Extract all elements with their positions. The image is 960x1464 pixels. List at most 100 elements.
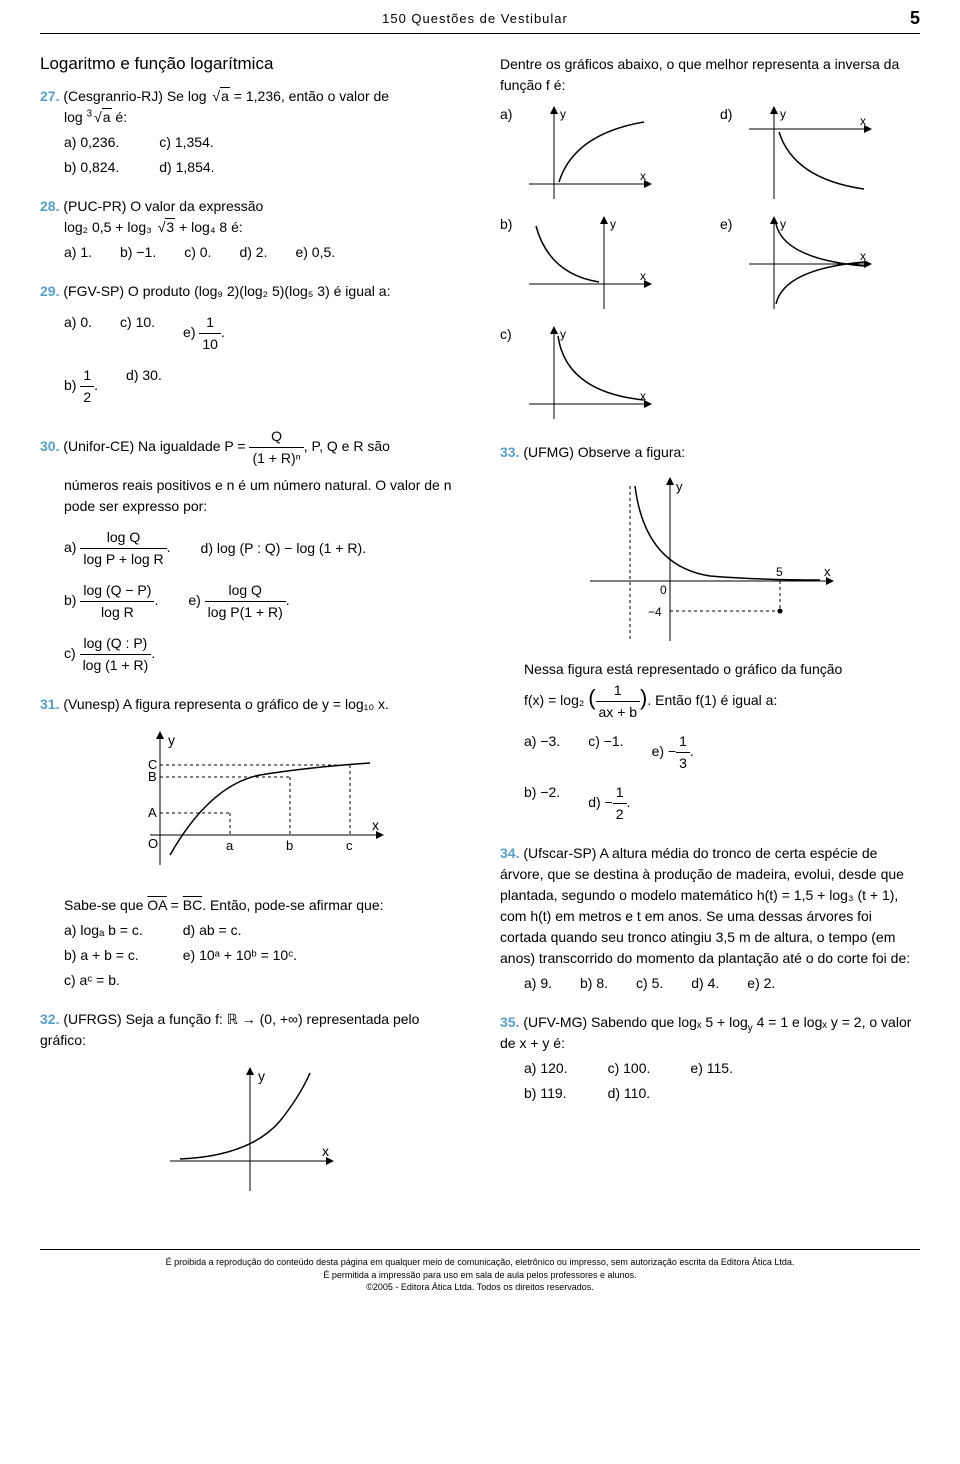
footer-l2: É permitida a impressão para uso em sala… — [40, 1269, 920, 1282]
svg-text:x: x — [640, 269, 646, 283]
question-28: 28. (PUC-PR) O valor da expressão log₂ 0… — [40, 196, 460, 263]
q30-d: d) log (P : Q) − log (1 + R). — [201, 538, 366, 559]
left-column: Logaritmo e função logarítmica 27. (Cesg… — [40, 54, 460, 1219]
header-title: 150 Questões de Vestibular — [40, 11, 910, 26]
q34-number: 34. — [500, 845, 519, 861]
svg-text:b: b — [286, 838, 293, 853]
q28-e: e) 0,5. — [295, 242, 335, 263]
svg-text:x: x — [372, 817, 379, 833]
q28-c: c) 0. — [184, 242, 211, 263]
mini-graph-grid: a) yx d) yx — [500, 104, 920, 424]
svg-text:x: x — [640, 389, 646, 403]
q27-text-a: (Cesgranrio-RJ) Se log — [63, 88, 210, 104]
mini-graph-d: d) yx — [720, 104, 920, 204]
svg-text:O: O — [148, 836, 158, 851]
q33-b3: . Então f(1) é igual a: — [647, 692, 777, 708]
question-34: 34. (Ufscar-SP) A altura média do tronco… — [500, 843, 920, 994]
q31-b: b) a + b = c. — [64, 945, 143, 966]
svg-text:y: y — [780, 217, 786, 231]
q27-number: 27. — [40, 88, 59, 104]
q31-d: d) ab = c. — [183, 920, 297, 941]
q30-c: c) log (Q : P)log (1 + R). — [64, 645, 155, 661]
content-columns: Logaritmo e função logarítmica 27. (Cesg… — [40, 54, 920, 1219]
q32-number: 32. — [40, 1011, 59, 1027]
svg-text:y: y — [168, 732, 175, 748]
question-30: 30. (Unifor-CE) Na igualdade P = Q(1 + R… — [40, 426, 460, 676]
q34-e: e) 2. — [747, 973, 775, 994]
question-29: 29. (FGV-SP) O produto (log₉ 2)(log₂ 5)(… — [40, 281, 460, 408]
q29-b: b) 12. — [64, 365, 98, 408]
q35-t1: (UFV-MG) Sabendo que logₓ 5 + log — [523, 1014, 747, 1030]
q34-c: c) 5. — [636, 973, 663, 994]
q34-b: b) 8. — [580, 973, 608, 994]
q27-text-b: = 1,236, então o valor de — [230, 88, 389, 104]
right-column: Dentre os gráficos abaixo, o que melhor … — [500, 54, 920, 1219]
q32-text: (UFRGS) Seja a função f: ℝ → (0, +∞) rep… — [40, 1011, 419, 1048]
q29-c: c) 10. — [120, 312, 155, 355]
q33-b2: f(x) = log₂ — [524, 692, 584, 708]
q33-text: (UFMG) Observe a figura: — [523, 444, 685, 460]
question-35: 35. (UFV-MG) Sabendo que logₓ 5 + logy 4… — [500, 1012, 920, 1104]
svg-text:x: x — [640, 169, 646, 183]
q33-d: d) −12. — [588, 782, 630, 825]
footer-l1: É proibida a reprodução do conteúdo dest… — [40, 1256, 920, 1269]
page-header: 150 Questões de Vestibular 5 — [40, 0, 920, 34]
q30-e: e) log Qlog P(1 + R). — [188, 580, 289, 623]
q33-e: e) −13. — [652, 731, 694, 774]
q35-b: b) 119. — [524, 1083, 568, 1104]
mini-graph-e: e) yx — [720, 214, 920, 314]
svg-text:c: c — [346, 838, 353, 853]
q28-text-a: (PUC-PR) O valor da expressão — [63, 198, 263, 214]
q30-number: 30. — [40, 438, 59, 454]
q33-graph: y x 0 5 −4 — [580, 471, 840, 651]
q34-text: (Ufscar-SP) A altura média do tronco de … — [500, 845, 910, 966]
q30-t1: (Unifor-CE) Na igualdade P = — [63, 438, 249, 454]
right-intro-text: Dentre os gráficos abaixo, o que melhor … — [500, 56, 899, 93]
mini-graph-c: c) yx — [500, 324, 700, 424]
page-number: 5 — [910, 8, 920, 29]
svg-text:A: A — [148, 805, 157, 820]
q35-d: d) 110. — [608, 1083, 651, 1104]
svg-text:x: x — [860, 249, 866, 263]
q28-text-c: + log₄ 8 é: — [175, 219, 243, 235]
q31-e: e) 10ᵃ + 10ᵇ = 10ᶜ. — [183, 945, 297, 966]
svg-text:x: x — [860, 114, 866, 128]
q29-e: e) 110. — [183, 312, 225, 355]
footer-l3: ©2005 - Editora Ática Ltda. Todos os dir… — [40, 1281, 920, 1294]
q27-a: a) 0,236. — [64, 132, 119, 153]
svg-text:y: y — [610, 217, 616, 231]
q27-text-c: log — [64, 109, 87, 125]
q29-text: (FGV-SP) O produto (log₉ 2)(log₂ 5)(log₅… — [63, 283, 390, 299]
q33-c: c) −1. — [588, 731, 623, 774]
question-27: 27. (Cesgranrio-RJ) Se log a = 1,236, en… — [40, 86, 460, 178]
section-title: Logaritmo e função logarítmica — [40, 54, 460, 74]
svg-text:y: y — [780, 107, 786, 121]
q27-c: c) 1,354. — [159, 132, 214, 153]
q28-b: b) −1. — [120, 242, 156, 263]
q31-text: (Vunesp) A figura representa o gráfico d… — [63, 696, 389, 712]
svg-text:−4: −4 — [648, 605, 662, 619]
q28-text-b: log₂ 0,5 + log₃ — [64, 219, 156, 235]
q30-b: b) log (Q − P)log R. — [64, 580, 158, 623]
q30-a: a) log Qlog P + log R. — [64, 527, 171, 570]
q31-a: a) logₐ b = c. — [64, 920, 143, 941]
mini-graph-b: b) yx — [500, 214, 700, 314]
svg-text:y: y — [560, 107, 566, 121]
page-footer: É proibida a reprodução do conteúdo dest… — [40, 1249, 920, 1294]
question-32: 32. (UFRGS) Seja a função f: ℝ → (0, +∞)… — [40, 1009, 460, 1201]
q31-graph: y x O A B C a b c — [110, 725, 390, 885]
q32-graph: y x — [160, 1061, 340, 1201]
svg-text:y: y — [676, 479, 683, 494]
mini-graph-a: a) yx — [500, 104, 700, 204]
q28-a: a) 1. — [64, 242, 92, 263]
q30-t3: números reais positivos e n é um número … — [64, 475, 460, 517]
q31-number: 31. — [40, 696, 59, 712]
svg-text:x: x — [824, 564, 831, 579]
q29-a: a) 0. — [64, 312, 92, 355]
q27-d: d) 1,854. — [159, 157, 214, 178]
svg-text:5: 5 — [776, 565, 783, 579]
svg-text:y: y — [560, 327, 566, 341]
q35-c: c) 100. — [608, 1058, 651, 1079]
right-intro: Dentre os gráficos abaixo, o que melhor … — [500, 54, 920, 424]
svg-text:0: 0 — [660, 583, 667, 597]
